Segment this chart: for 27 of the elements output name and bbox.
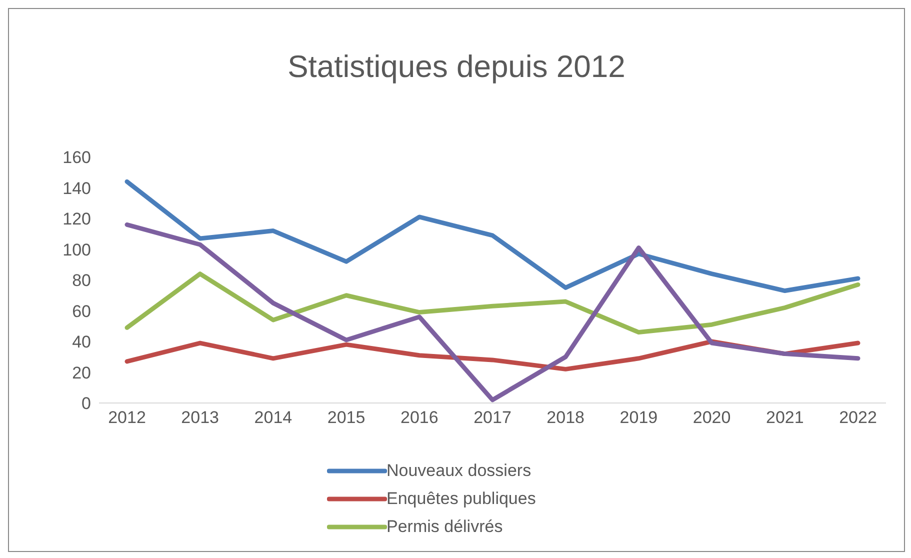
y-tick-label: 100 [62, 240, 91, 260]
line-series [124, 222, 860, 402]
x-tick-label: 2016 [400, 408, 438, 428]
legend-label: Nouveaux dossiers [386, 461, 532, 481]
legend-label: Permis délivrés [386, 517, 503, 537]
y-tick-label: 60 [72, 302, 91, 321]
x-tick-label: 2014 [254, 408, 292, 428]
x-tick-label: 2022 [839, 408, 877, 428]
y-tick-label: 40 [72, 332, 91, 352]
chart-title: Statistiques depuis 2012 [286, 49, 626, 85]
x-tick-label: 2020 [692, 408, 731, 428]
y-tick-label: 0 [82, 394, 91, 414]
x-tick-label: 2015 [327, 408, 366, 428]
line-series [124, 272, 860, 335]
y-tick-label: 140 [62, 178, 91, 198]
x-tick-label: 2012 [108, 408, 146, 428]
x-tick-label: 2017 [474, 408, 512, 428]
legend-label: Enquêtes publiques [386, 489, 536, 509]
x-tick-label: 2018 [546, 408, 585, 428]
y-tick-label: 20 [72, 363, 91, 382]
y-tick-label: 160 [62, 148, 91, 168]
x-tick-label: 2013 [181, 408, 220, 428]
y-tick-label: 120 [62, 210, 91, 229]
x-tick-label: 2019 [620, 408, 658, 428]
line-series [124, 179, 860, 294]
x-tick-label: 2021 [766, 408, 804, 428]
y-tick-label: 80 [72, 271, 91, 290]
